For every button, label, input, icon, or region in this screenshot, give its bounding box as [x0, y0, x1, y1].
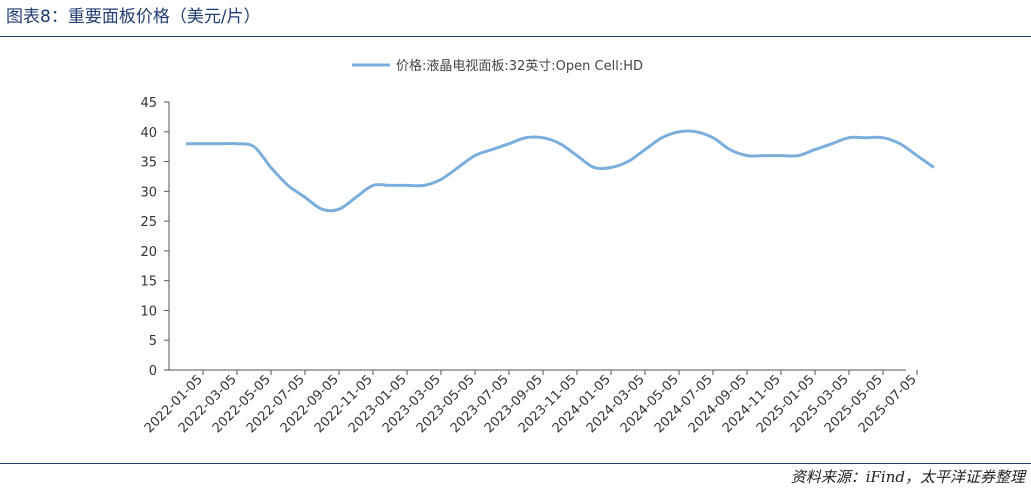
y-tick-label: 45	[140, 96, 157, 111]
y-tick-label: 10	[140, 304, 157, 319]
y-tick-label: 40	[140, 126, 157, 141]
x-axis: 2022-01-052022-03-052022-05-052022-07-05…	[142, 369, 920, 436]
bottom-rule	[0, 463, 1031, 464]
y-tick-label: 20	[140, 245, 157, 260]
legend-label: 价格:液晶电视面板:32英寸:Open Cell:HD	[396, 58, 643, 74]
figure-title: 图表8：重要面板价格（美元/片）	[6, 7, 261, 27]
series-line-0	[186, 129, 935, 213]
y-tick-label: 35	[140, 156, 157, 171]
y-tick-label: 30	[140, 185, 157, 200]
plot-area	[186, 129, 935, 213]
legend: 价格:液晶电视面板:32英寸:Open Cell:HD	[352, 58, 643, 74]
y-tick-label: 15	[140, 275, 157, 290]
y-axis: 0 5 10 15 20 25 30 35 40 45	[140, 96, 170, 379]
y-tick-label: 25	[140, 215, 157, 230]
top-rule	[0, 36, 1031, 37]
source-note: 资料来源：iFind，太平洋证券整理	[790, 468, 1025, 486]
y-tick-label: 5	[149, 334, 157, 349]
y-tick-label: 0	[149, 364, 157, 379]
